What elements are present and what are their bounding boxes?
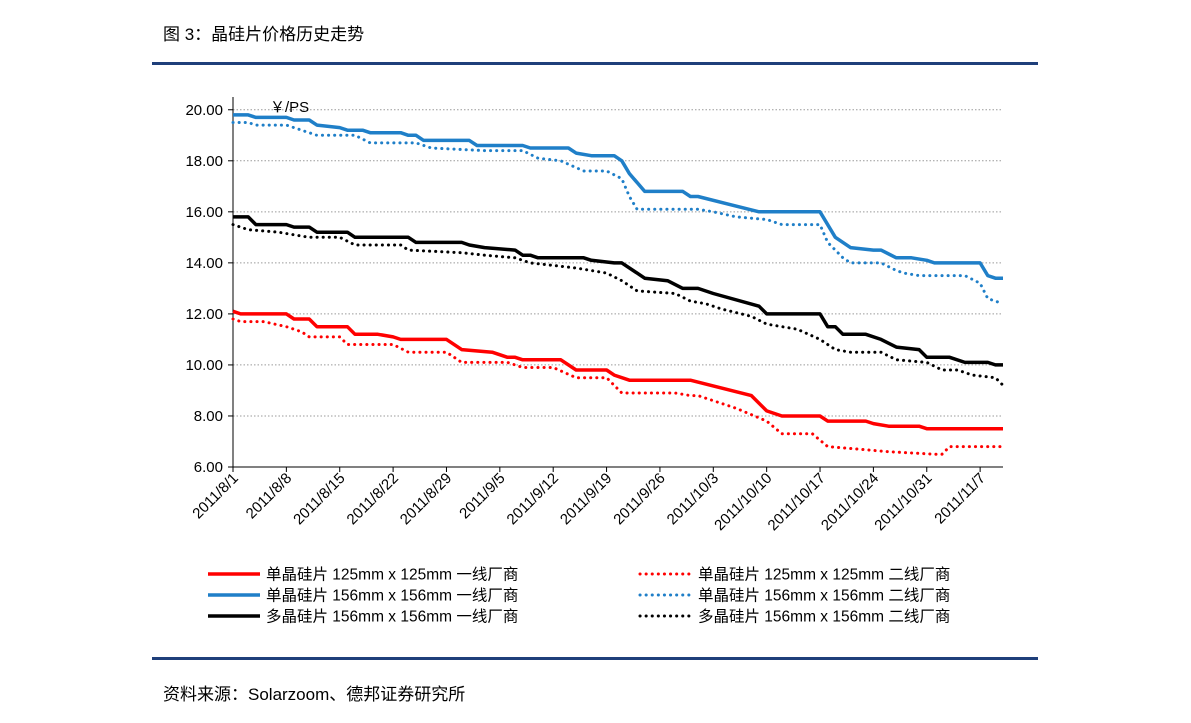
- figure-title: 图 3：晶硅片价格历史走势: [163, 25, 365, 44]
- y-tick-label: 14.00: [185, 255, 223, 272]
- series-line-4: [231, 121, 1005, 306]
- legend-label-dotted-1: 单晶硅片 125mm x 125mm 二线厂商: [698, 566, 950, 584]
- x-tick-label: 2011/8/1: [189, 470, 242, 523]
- legend-label-dotted-2: 单晶硅片 156mm x 156mm 二线厂商: [698, 587, 950, 605]
- top-divider: [152, 62, 1038, 65]
- y-tick-label: 6.00: [194, 459, 223, 476]
- y-tick-label: 16.00: [185, 204, 223, 221]
- x-tick-label: 2011/9/19: [557, 470, 615, 528]
- x-tick-label: 2011/9/12: [504, 470, 562, 528]
- source-note: 资料来源：Solarzoom、德邦证券研究所: [163, 685, 466, 704]
- legend-label-solid-1: 单晶硅片 125mm x 125mm 一线厂商: [266, 566, 518, 584]
- series-line-1: [232, 309, 1003, 431]
- legend-label-dotted-3: 多晶硅片 156mm x 156mm 二线厂商: [698, 608, 950, 626]
- series-line-3: [233, 113, 1003, 280]
- x-tick-label: 2011/8/22: [344, 470, 402, 528]
- y-axis-unit-label: ￥/PS: [270, 99, 309, 116]
- x-tick-label: 2011/11/7: [931, 470, 989, 528]
- y-tick-label: 20.00: [185, 102, 223, 119]
- x-tick-label: 2011/8/29: [397, 470, 455, 528]
- axes: 6.00 8.00 10.00 12.00 14.00 16.00 18.00 20.00 ￥/…: [185, 97, 1003, 534]
- y-tick-label: 10.00: [185, 357, 223, 374]
- x-tick-label: 2011/8/15: [290, 470, 348, 528]
- y-tick-label: 12.00: [185, 306, 223, 323]
- x-tick-label: 2011/8/8: [243, 470, 296, 523]
- bottom-divider: [152, 657, 1038, 660]
- x-tick-label: 2011/9/5: [456, 470, 509, 523]
- series-line-5: [233, 215, 1003, 367]
- series-line-6: [231, 223, 1005, 387]
- y-tick-label: 8.00: [194, 408, 223, 425]
- legend-label-solid-2: 单晶硅片 156mm x 156mm 一线厂商: [266, 587, 518, 605]
- x-tick-label: 2011/9/26: [610, 470, 668, 528]
- series-line-2: [231, 317, 1005, 456]
- series-lines: [231, 113, 1005, 456]
- legend-label-solid-3: 多晶硅片 156mm x 156mm 一线厂商: [266, 608, 518, 626]
- x-tick-label: 2011/10/31: [871, 470, 935, 534]
- y-tick-label: 18.00: [185, 153, 223, 170]
